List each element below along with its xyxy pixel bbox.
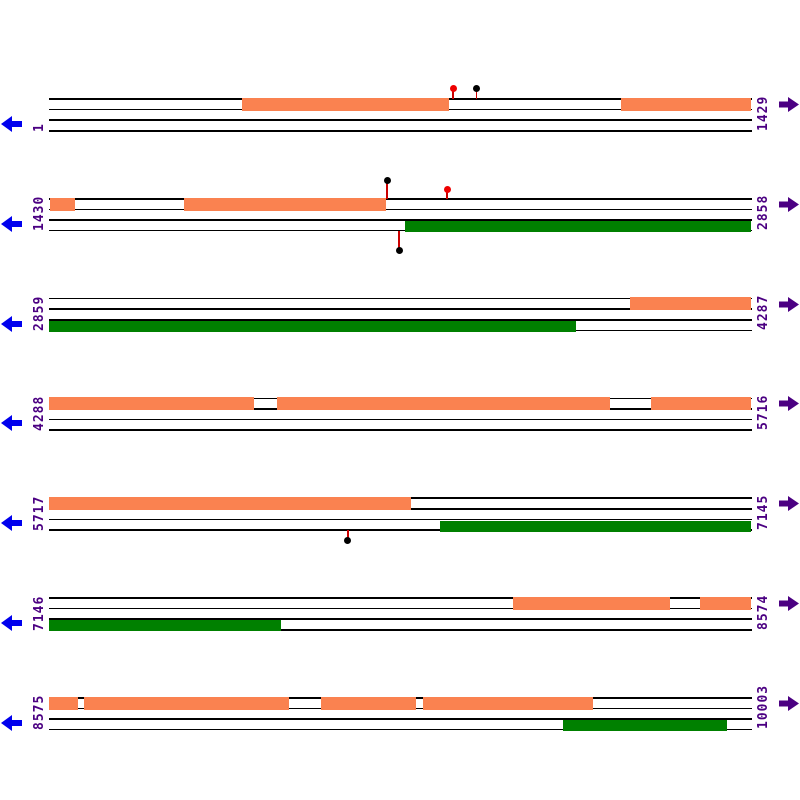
left-scroll-arrow-icon[interactable] xyxy=(1,215,22,236)
track-guide-line xyxy=(49,308,752,310)
reverse-feature xyxy=(404,221,751,233)
right-scroll-arrow-icon[interactable] xyxy=(779,296,799,316)
row-start-coordinate: 8575 xyxy=(32,694,47,731)
forward-feature xyxy=(49,497,411,510)
forward-feature xyxy=(699,596,751,610)
right-scroll-arrow-icon[interactable] xyxy=(779,496,799,515)
track-guide-line xyxy=(49,529,752,531)
track-guide-line xyxy=(49,208,752,211)
forward-feature xyxy=(49,397,254,411)
forward-feature xyxy=(242,97,449,111)
black-lollipop-marker-icon xyxy=(473,84,481,92)
row-end-coordinate: 5716 xyxy=(756,394,771,430)
red-lollipop-marker-icon xyxy=(449,84,457,92)
red-lollipop-marker-icon xyxy=(443,186,451,194)
track-guide-line xyxy=(49,718,752,720)
track-guide-line xyxy=(49,297,752,300)
right-scroll-arrow-icon[interactable] xyxy=(779,596,799,615)
row-end-coordinate: 10003 xyxy=(756,685,771,730)
right-scroll-arrow-icon[interactable] xyxy=(779,196,799,216)
forward-feature xyxy=(49,197,75,211)
forward-feature xyxy=(320,696,416,710)
forward-feature xyxy=(513,596,670,610)
track-guide-line xyxy=(49,429,752,431)
row-end-coordinate: 8574 xyxy=(756,594,771,630)
row-start-coordinate: 1 xyxy=(32,122,47,132)
forward-feature xyxy=(183,197,386,211)
row-end-coordinate: 1429 xyxy=(756,95,771,131)
black-lollipop-marker-icon xyxy=(383,177,391,185)
track-guide-line xyxy=(49,198,752,200)
left-scroll-arrow-icon[interactable] xyxy=(1,116,22,136)
row-start-coordinate: 7146 xyxy=(32,595,47,631)
track-guide-line xyxy=(49,229,752,232)
reverse-feature xyxy=(563,720,728,732)
forward-feature xyxy=(49,696,78,710)
track-guide-line xyxy=(49,597,752,599)
track-guide-line xyxy=(49,319,752,321)
reverse-feature xyxy=(49,320,576,332)
black-lollipop-marker-icon xyxy=(395,247,403,255)
row-end-coordinate: 2858 xyxy=(756,194,771,231)
right-scroll-arrow-icon[interactable] xyxy=(779,97,799,116)
row-start-coordinate: 2859 xyxy=(32,295,47,332)
black-lollipop-marker-icon xyxy=(344,536,352,544)
row-end-coordinate: 7145 xyxy=(756,494,771,530)
forward-feature xyxy=(651,397,751,411)
right-scroll-arrow-icon[interactable] xyxy=(779,695,799,715)
left-scroll-arrow-icon[interactable] xyxy=(1,515,22,535)
marker-stem xyxy=(398,230,400,251)
row-start-coordinate: 5717 xyxy=(32,495,47,531)
marker-stem xyxy=(347,530,349,540)
left-scroll-arrow-icon[interactable] xyxy=(1,615,22,635)
forward-feature xyxy=(620,97,751,111)
row-end-coordinate: 4287 xyxy=(756,294,771,331)
reverse-feature xyxy=(439,520,751,532)
forward-feature xyxy=(83,696,290,710)
forward-feature xyxy=(630,297,751,311)
track-guide-line xyxy=(49,219,752,221)
track-guide-line xyxy=(49,607,752,610)
marker-stem xyxy=(475,88,478,99)
left-scroll-arrow-icon[interactable] xyxy=(1,714,22,735)
track-guide-line xyxy=(49,130,752,132)
track-guide-line xyxy=(49,518,752,521)
left-scroll-arrow-icon[interactable] xyxy=(1,415,22,435)
row-start-coordinate: 1430 xyxy=(32,195,47,232)
track-guide-line xyxy=(49,418,752,421)
track-guide-line xyxy=(49,618,752,620)
marker-stem xyxy=(452,88,454,99)
marker-stem xyxy=(446,189,448,199)
track-guide-line xyxy=(49,119,752,121)
forward-feature xyxy=(277,397,610,411)
marker-stem xyxy=(386,180,389,199)
left-scroll-arrow-icon[interactable] xyxy=(1,315,22,336)
right-scroll-arrow-icon[interactable] xyxy=(779,396,799,415)
forward-feature xyxy=(422,696,594,710)
track-guide-line xyxy=(49,629,752,631)
reverse-feature xyxy=(49,620,282,632)
row-start-coordinate: 4288 xyxy=(32,395,47,431)
track-guide-line xyxy=(49,728,752,731)
